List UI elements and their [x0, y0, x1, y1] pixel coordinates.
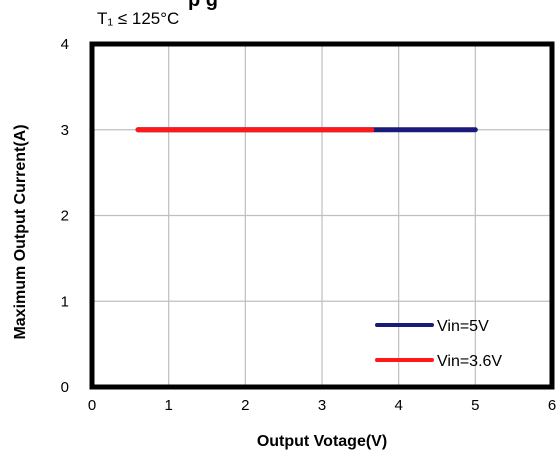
plot-frame: [89, 41, 555, 390]
grid-lines: [92, 44, 552, 387]
tick-labels: 0 1 2 3 4 5 6 0 1 2 3 4: [61, 36, 557, 414]
x-axis-title: Output Votage(V): [257, 433, 387, 450]
x-tick-label-0: 0: [88, 397, 96, 414]
y-tick-label-1: 1: [61, 293, 69, 310]
y-tick-label-2: 2: [61, 208, 69, 225]
y-tick-label-4: 4: [61, 36, 69, 53]
temperature-note: T₁ ≤ 125°C: [97, 9, 179, 28]
x-tick-label-4: 4: [394, 397, 402, 414]
x-tick-label-5: 5: [471, 397, 479, 414]
legend-label-vin-3-6v: Vin=3.6V: [437, 353, 502, 370]
y-tick-label-3: 3: [61, 122, 69, 139]
x-tick-label-1: 1: [164, 397, 172, 414]
chart-title-fragment: p g: [188, 0, 218, 11]
legend: Vin=5V Vin=3.6V: [375, 318, 502, 370]
y-tick-label-0: 0: [61, 379, 69, 396]
x-tick-label-2: 2: [241, 397, 249, 414]
x-tick-label-3: 3: [318, 397, 326, 414]
x-tick-label-6: 6: [548, 397, 556, 414]
legend-label-vin-5v: Vin=5V: [437, 318, 489, 335]
y-axis-title: Maximum Output Current(A): [12, 124, 29, 339]
